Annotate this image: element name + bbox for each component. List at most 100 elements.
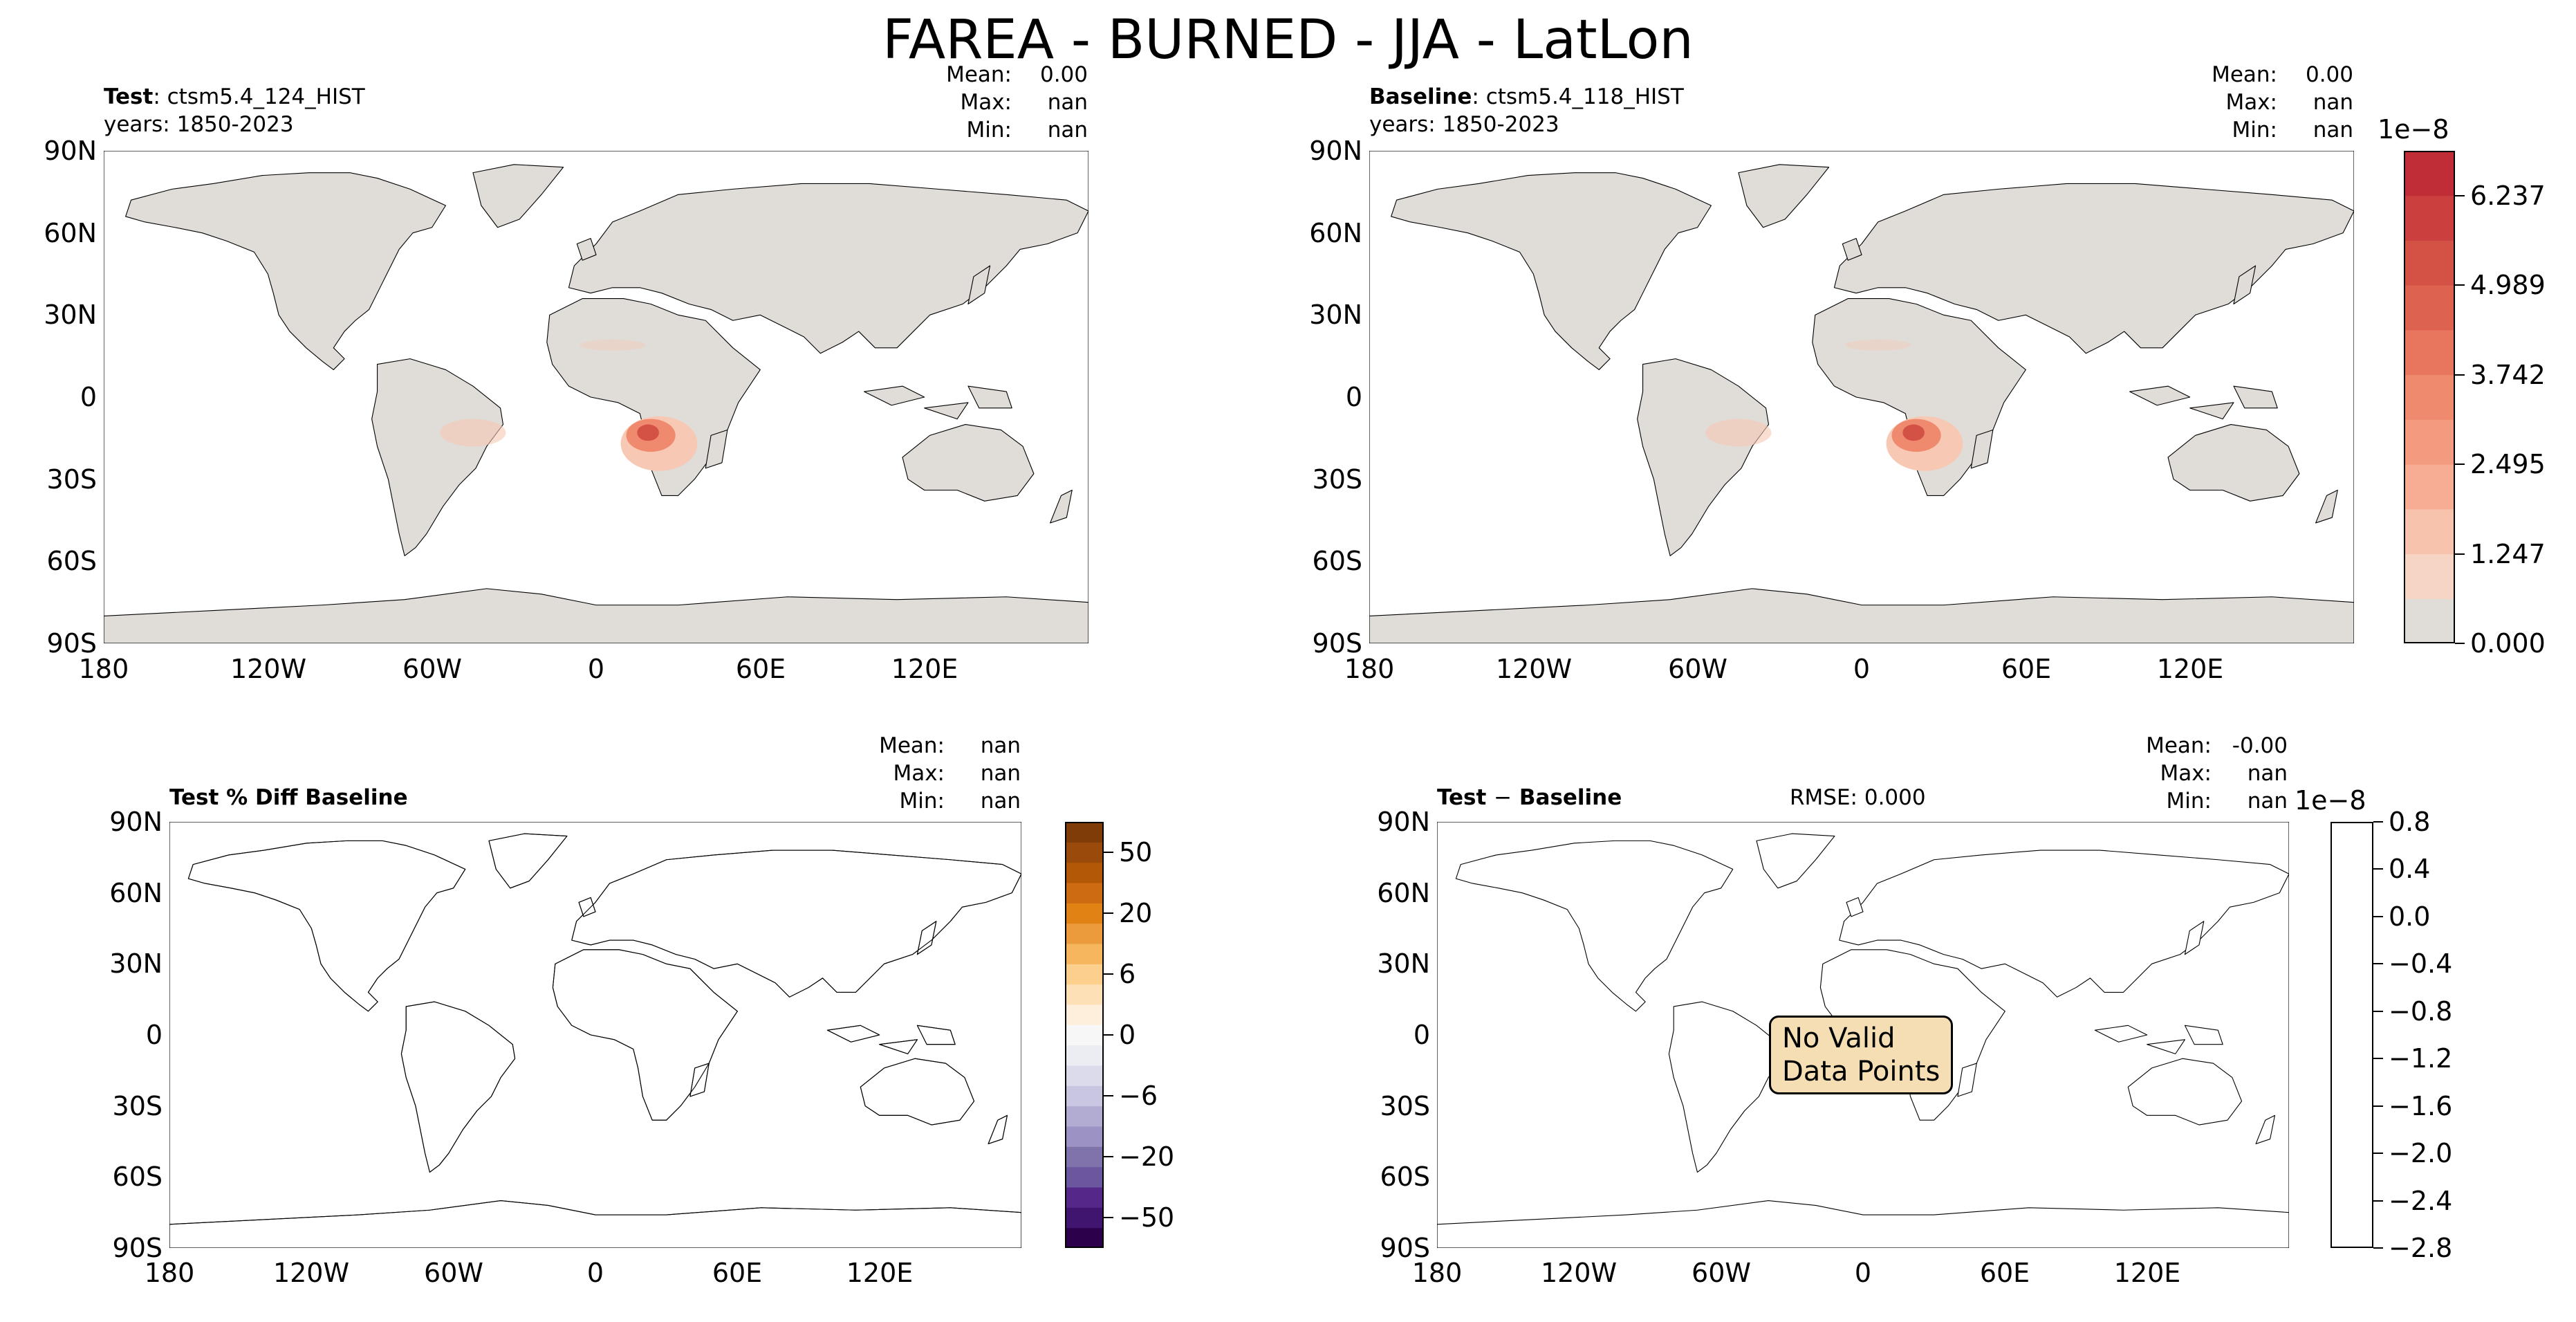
colorbar-tick-mark bbox=[2373, 963, 2383, 965]
lat-tick: 30N bbox=[1377, 948, 1430, 979]
lon-tick: 120W bbox=[1540, 1258, 1618, 1288]
colorbar-tick-label: 0.000 bbox=[2470, 628, 2546, 659]
continents-test bbox=[104, 165, 1088, 643]
lat-tick: 0 bbox=[1413, 1020, 1430, 1050]
lon-tick: 180 bbox=[1344, 654, 1395, 684]
colorbar-swatch bbox=[1065, 984, 1104, 1005]
stats-key: Max: bbox=[893, 761, 945, 786]
lon-tick: 60W bbox=[1692, 1258, 1751, 1288]
colorbar-tick-mark bbox=[2455, 374, 2465, 376]
landmass bbox=[1669, 1002, 1782, 1172]
landmass bbox=[988, 1115, 1007, 1144]
stats-key: Min: bbox=[899, 789, 945, 814]
landmass bbox=[860, 1058, 974, 1125]
colorbar-tick-label: 3.742 bbox=[2470, 359, 2546, 390]
colorbar-tick-mark bbox=[1104, 1095, 1113, 1096]
figure-title: FAREA - BURNED - JJA - LatLon bbox=[882, 9, 1694, 71]
landmass bbox=[372, 359, 503, 556]
map-diff bbox=[1437, 822, 2289, 1248]
lat-tick: 30N bbox=[109, 948, 163, 979]
colorbar-tick-label: 50 bbox=[1119, 837, 1153, 867]
landmass bbox=[864, 386, 925, 405]
landmass bbox=[2316, 490, 2338, 522]
lat-tick: 60S bbox=[46, 546, 97, 576]
landmass bbox=[188, 841, 465, 1011]
stats-row-max: Max: nan bbox=[853, 760, 1021, 787]
landmass bbox=[860, 1058, 974, 1125]
colorbar-swatch bbox=[1065, 1207, 1104, 1229]
landmass bbox=[1958, 1063, 1976, 1096]
panel-test-stats: Mean: 0.00 Max: nan Min: nan bbox=[920, 61, 1088, 144]
colorbar-swatch bbox=[1065, 1085, 1104, 1107]
colorbar-swatch bbox=[1065, 862, 1104, 883]
lon-tick: 0 bbox=[587, 654, 605, 684]
colorbar-main-exponent: 1e−8 bbox=[2378, 114, 2449, 145]
stats-value: nan bbox=[1047, 118, 1088, 143]
lon-tick: 120E bbox=[2113, 1258, 2181, 1288]
landmass bbox=[917, 1025, 955, 1044]
landmass bbox=[1846, 898, 1863, 917]
panel-diff-title-b: Baseline bbox=[1519, 785, 1622, 810]
stats-key: Max: bbox=[2160, 761, 2212, 786]
landmass bbox=[489, 834, 567, 888]
panel-test-case: ctsm5.4_124_HIST bbox=[167, 84, 365, 109]
colorbar-tick-mark bbox=[1104, 1217, 1113, 1218]
stats-key: Max: bbox=[2225, 90, 2277, 115]
map-baseline bbox=[1369, 151, 2354, 643]
burned-area-test bbox=[440, 339, 698, 471]
landmass bbox=[1840, 850, 2289, 997]
landmass bbox=[968, 266, 990, 304]
lat-tick: 90S bbox=[112, 1233, 163, 1263]
colorbar-swatch bbox=[1065, 1065, 1104, 1086]
landmass bbox=[2234, 266, 2256, 304]
landmass bbox=[169, 1201, 1021, 1248]
colorbar-swatch bbox=[2404, 464, 2455, 510]
landmass bbox=[827, 1025, 879, 1042]
stats-value: nan bbox=[2313, 90, 2353, 115]
landmass bbox=[126, 173, 446, 370]
colorbar-tick-label: −50 bbox=[1119, 1202, 1175, 1233]
panel-diff-title-a: Test bbox=[1437, 785, 1487, 810]
colorbar-tick-label: −0.8 bbox=[2389, 995, 2453, 1027]
colorbar-tick-mark bbox=[1104, 1156, 1113, 1157]
colorbar-tick-mark bbox=[2373, 1200, 2383, 1202]
landmass bbox=[968, 386, 1012, 408]
lon-tick: 60W bbox=[402, 654, 462, 684]
lat-tick: 90N bbox=[1377, 807, 1430, 837]
stats-value: 0.00 bbox=[2305, 62, 2353, 87]
lat-tick: 60S bbox=[112, 1162, 163, 1192]
stats-value: nan bbox=[1047, 90, 1088, 115]
landmass bbox=[1971, 430, 1993, 468]
colorbar-tick-mark bbox=[2373, 1153, 2383, 1155]
landmass bbox=[1369, 589, 2354, 643]
stats-row-max: Max: nan bbox=[2185, 89, 2353, 116]
landmass bbox=[1757, 834, 1835, 888]
landmass bbox=[188, 841, 465, 1011]
lon-tick: 60W bbox=[1668, 654, 1727, 684]
landmass bbox=[1391, 173, 1712, 370]
continents-baseline bbox=[1369, 165, 2354, 643]
colorbar-tick-mark bbox=[2455, 463, 2465, 466]
colorbar-tick-mark bbox=[1104, 973, 1113, 975]
colorbar-tick-label: 0.4 bbox=[2389, 854, 2431, 885]
landmass bbox=[2234, 386, 2277, 408]
landmass bbox=[577, 239, 596, 261]
colorbar-swatch bbox=[2404, 508, 2455, 555]
lon-tick: 60E bbox=[1979, 1258, 2030, 1288]
landmass bbox=[1813, 299, 2026, 496]
colorbar-tick-label: 0.8 bbox=[2389, 807, 2431, 837]
lon-tick: 0 bbox=[1853, 654, 1871, 684]
landmass bbox=[2185, 1025, 2223, 1044]
colorbar-tick-label: 4.989 bbox=[2470, 270, 2546, 301]
lon-tick: 180 bbox=[78, 654, 129, 684]
landmass bbox=[2190, 403, 2234, 419]
colorbar-tick-label: −1.2 bbox=[2389, 1043, 2453, 1074]
map-test bbox=[104, 151, 1088, 643]
colorbar-tick-label: 20 bbox=[1119, 898, 1153, 928]
lat-tick: 90S bbox=[46, 628, 97, 659]
lon-tick: 180 bbox=[144, 1258, 195, 1288]
landmass bbox=[169, 1201, 1021, 1248]
lat-tick: 60N bbox=[44, 218, 97, 248]
stats-value: nan bbox=[2247, 761, 2288, 786]
colorbar-tick-mark bbox=[2373, 1105, 2383, 1107]
